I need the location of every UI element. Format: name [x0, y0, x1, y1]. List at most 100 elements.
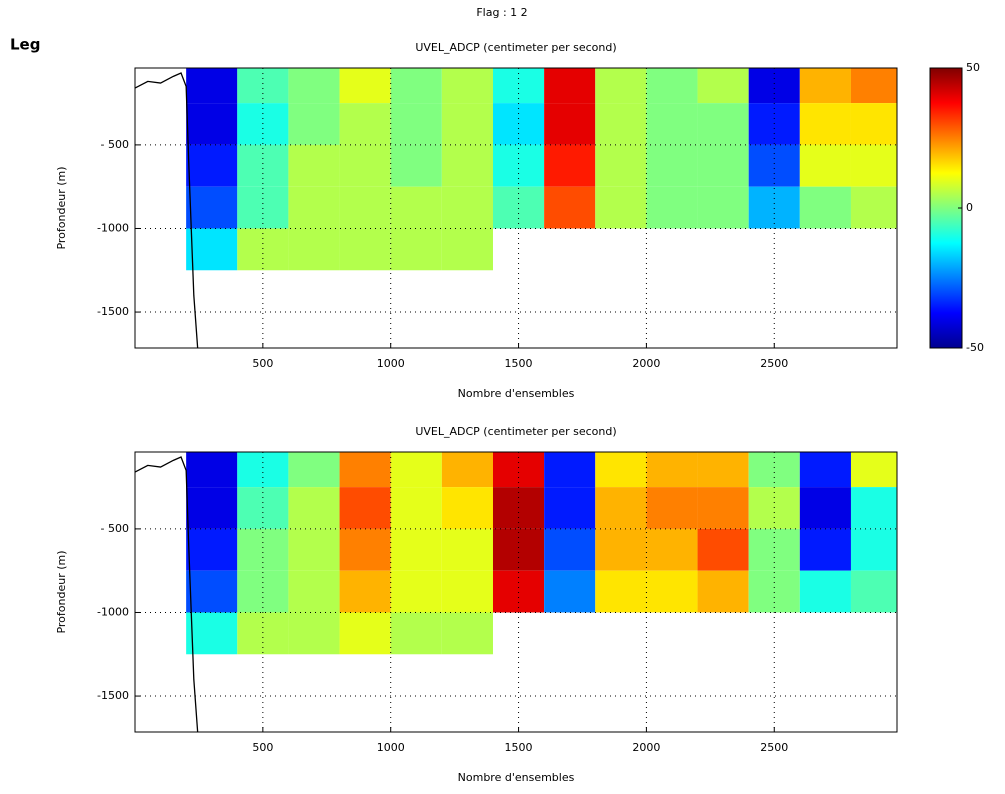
heat-cell [646, 528, 698, 571]
heat-cell [441, 612, 493, 655]
heat-cell [748, 528, 800, 571]
heat-cell [186, 144, 238, 187]
heat-cell [595, 186, 647, 229]
y-tick-label: - 500 [101, 522, 129, 535]
x-tick-label: 500 [252, 357, 273, 370]
x-axis-label: Nombre d'ensembles [458, 387, 575, 400]
x-tick-label: 2000 [632, 741, 660, 754]
heat-cell [441, 452, 493, 488]
heat-cell [390, 528, 442, 571]
heat-cell [850, 144, 897, 187]
heat-cell [288, 186, 340, 229]
axes-frame [134, 67, 898, 349]
heat-cell [288, 528, 340, 571]
heat-cell [646, 570, 698, 613]
heat-cell [339, 452, 391, 488]
heat-cell [441, 228, 493, 271]
bottom-line [134, 72, 199, 349]
heat-cell [850, 528, 897, 571]
heat-cell [595, 103, 647, 145]
heat-cell [595, 487, 647, 529]
heat-cell [595, 570, 647, 613]
heat-cell [339, 570, 391, 613]
heat-cell [799, 186, 851, 229]
heat-cell [186, 186, 238, 229]
heat-cell [544, 103, 596, 145]
x-tick-label: 2500 [760, 741, 788, 754]
heat-cell [492, 144, 545, 187]
colorbar-tick-label: 50 [966, 61, 980, 74]
heat-cell [850, 487, 897, 529]
heat-cell [799, 487, 851, 529]
x-axis-label: Nombre d'ensembles [458, 771, 575, 784]
heat-cell [441, 144, 493, 187]
y-axis-label: Profondeur (m) [55, 550, 68, 633]
heat-cell [237, 186, 289, 229]
heat-cell [595, 452, 647, 488]
x-tick-label: 1500 [505, 741, 533, 754]
heat-cell [441, 103, 493, 145]
heat-cell [288, 570, 340, 613]
heat-cell [799, 144, 851, 187]
heat-cell [390, 103, 442, 145]
heat-cell [390, 68, 442, 104]
heat-cell [595, 528, 647, 571]
heat-cell [339, 68, 391, 104]
heat-cell [339, 186, 391, 229]
heat-cell [441, 487, 493, 529]
heat-cell [186, 612, 238, 655]
heat-cell [646, 186, 698, 229]
heat-cell [646, 144, 698, 187]
heat-cell [288, 228, 340, 271]
heat-cell [544, 68, 596, 104]
y-tick-label: -1000 [97, 605, 129, 618]
heat-cell [850, 68, 897, 104]
bottom-line [134, 456, 199, 733]
heat-cell [339, 487, 391, 529]
heat-cell [390, 612, 442, 655]
heat-cell [697, 570, 749, 613]
heat-cell [186, 103, 238, 145]
heat-cell [850, 452, 897, 488]
heat-cell [544, 528, 596, 571]
heat-cell [339, 528, 391, 571]
heat-cell [339, 228, 391, 271]
heat-cell [237, 570, 289, 613]
heat-cell [441, 528, 493, 571]
colorbar-tick-label: -50 [966, 341, 984, 354]
heat-cell [186, 528, 238, 571]
x-tick-label: 1000 [377, 741, 405, 754]
heat-cell [646, 68, 698, 104]
heat-cell [646, 452, 698, 488]
heat-cell [850, 103, 897, 145]
y-tick-label: - 500 [101, 138, 129, 151]
heat-cell [390, 487, 442, 529]
y-tick-label: -1000 [97, 221, 129, 234]
heat-cell [544, 144, 596, 187]
heat-cell [339, 144, 391, 187]
heat-cell [492, 570, 545, 613]
heat-cell [186, 228, 238, 271]
y-axis-label: Profondeur (m) [55, 166, 68, 249]
chart-title: UVEL_ADCP (centimeter per second) [415, 41, 616, 54]
heat-cell [697, 103, 749, 145]
heat-cell [544, 452, 596, 488]
heat-cell [390, 570, 442, 613]
heat-cell [697, 487, 749, 529]
heat-cell [492, 528, 545, 571]
heat-cell [748, 186, 800, 229]
heat-cell [441, 186, 493, 229]
heat-cell [492, 186, 545, 229]
heat-cell [288, 612, 340, 655]
heat-cell [339, 612, 391, 655]
heat-cell [646, 103, 698, 145]
leg-label: Leg [10, 36, 40, 54]
heat-cell [595, 144, 647, 187]
heat-cell [697, 144, 749, 187]
heat-cell [186, 452, 238, 488]
heat-cell [748, 570, 800, 613]
heat-cell [288, 487, 340, 529]
heat-cell [186, 487, 238, 529]
heat-cell [697, 186, 749, 229]
